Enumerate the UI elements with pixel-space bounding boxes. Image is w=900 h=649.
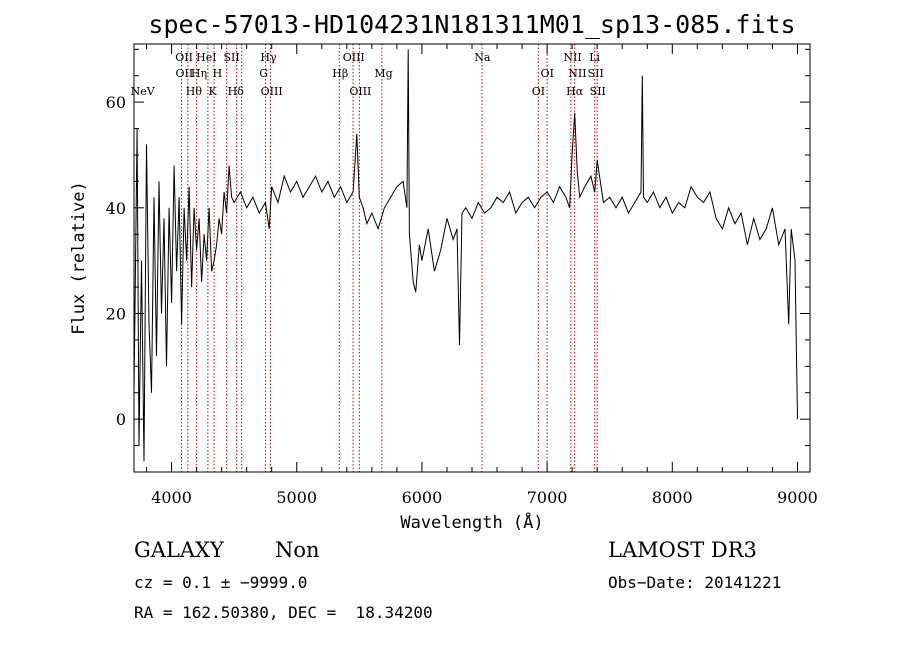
line-label: Mg	[374, 67, 392, 80]
line-label: SII	[223, 51, 239, 64]
line-label: Li	[589, 51, 600, 64]
x-tick-label: 9000	[777, 488, 818, 507]
line-label: H	[213, 67, 223, 80]
line-label: SII	[588, 67, 604, 80]
y-axis-label: Flux (relative)	[69, 181, 89, 335]
y-tick-label: 40	[106, 199, 126, 218]
line-label: SII	[590, 85, 606, 98]
line-label: OII	[175, 51, 193, 64]
line-label: Hη	[191, 67, 207, 80]
plot-frame	[133, 43, 811, 473]
line-label: K	[208, 85, 217, 98]
spectrum-line	[133, 49, 798, 462]
line-label: OI	[541, 67, 554, 80]
y-tick-label: 20	[106, 304, 126, 323]
line-label: OIII	[261, 85, 283, 98]
line-label: Hγ	[260, 51, 277, 64]
line-label: OIII	[343, 51, 365, 64]
line-label: NeV	[131, 85, 156, 98]
x-tick-label: 6000	[402, 488, 443, 507]
y-axis-ticks: 0 20 40 60	[106, 48, 810, 447]
x-tick-label: 8000	[652, 488, 693, 507]
line-label: NII	[563, 51, 581, 64]
chart-title: spec-57013-HD104231N181311M01_sp13-085.f…	[148, 10, 795, 39]
x-tick-label: 4000	[151, 488, 192, 507]
line-label: Hδ	[228, 85, 245, 98]
obs-date-text: Obs−Date: 20141221	[608, 573, 782, 592]
line-label: Hβ	[332, 67, 348, 80]
survey-name: LAMOST DR3	[608, 538, 757, 562]
line-label: Hα	[566, 85, 584, 98]
line-label: G	[259, 67, 268, 80]
line-label: HeI	[196, 51, 216, 64]
x-tick-label: 5000	[276, 488, 317, 507]
y-tick-label: 0	[116, 410, 126, 429]
x-axis-ticks: 4000 5000 6000 7000 8000 9000	[146, 44, 818, 507]
line-label: OII	[176, 67, 194, 80]
line-label: OIII	[349, 85, 371, 98]
coordinates-text: RA = 162.50380, DEC = 18.34200	[134, 603, 433, 622]
emission-line-labels: NeVOIIOIIHθHeIHηKHSIIHδHγGOIIIHβOIIIOIII…	[131, 51, 606, 98]
line-label: NII	[568, 67, 586, 80]
y-tick-label: 60	[106, 93, 126, 112]
line-label: Na	[474, 51, 491, 64]
x-tick-label: 7000	[527, 488, 568, 507]
object-subclass: Non	[275, 538, 320, 562]
emission-line-markers	[181, 44, 598, 472]
line-label: Hθ	[186, 85, 203, 98]
redshift-text: cz = 0.1 ± −9999.0	[134, 573, 308, 592]
object-class: GALAXY	[134, 538, 224, 562]
line-label: OI	[532, 85, 545, 98]
x-axis-label: Wavelength (Å)	[400, 511, 543, 533]
